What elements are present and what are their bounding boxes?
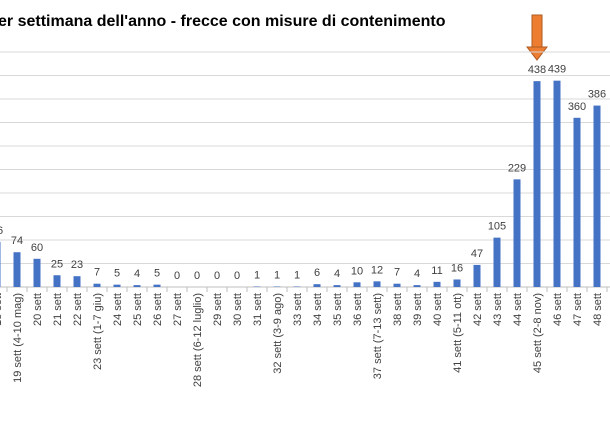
- x-tick-label: 24 sett: [112, 293, 124, 326]
- bar: [393, 283, 401, 287]
- value-label: 4: [334, 268, 340, 280]
- bar: [433, 281, 441, 287]
- x-tick-label: 32 sett (3-9 ago): [272, 293, 284, 374]
- bar: [113, 284, 121, 287]
- x-tick-label: 37 sett (7-13 sett): [372, 293, 384, 379]
- bar: [133, 285, 141, 287]
- value-label: 7: [94, 267, 100, 279]
- x-tick-label: 33 sett: [292, 293, 304, 326]
- value-label: 1: [254, 270, 260, 282]
- arrow: [525, 14, 549, 61]
- x-tick-label: 25 sett: [132, 293, 144, 326]
- bar: [153, 284, 161, 287]
- x-tick-label: 18 sett: [0, 293, 4, 326]
- bar: [413, 285, 421, 287]
- value-label: 10: [351, 265, 363, 277]
- bar: [53, 275, 61, 287]
- bar: [333, 285, 341, 287]
- x-tick-label: 21 sett: [52, 293, 64, 326]
- value-label: 16: [451, 262, 463, 274]
- value-label: 386: [588, 89, 606, 101]
- bar: [473, 264, 481, 287]
- x-tick-label: 44 sett: [512, 293, 524, 326]
- x-tick-label: 35 sett: [332, 293, 344, 326]
- x-tick-label: 38 sett: [392, 293, 404, 326]
- value-label: 7: [394, 267, 400, 279]
- value-label: 23: [71, 259, 83, 271]
- x-tick-label: 46 sett: [552, 293, 564, 326]
- x-tick-label: 43 sett: [492, 293, 504, 326]
- value-label: 105: [488, 221, 506, 233]
- value-label: 0: [174, 270, 180, 282]
- x-tick-label: 30 sett: [232, 293, 244, 326]
- bar: [453, 279, 461, 287]
- value-label: 5: [114, 268, 120, 280]
- value-label: 47: [471, 248, 483, 260]
- x-tick-label: 47 sett: [572, 293, 584, 326]
- bar: [533, 81, 541, 287]
- x-tick-label: 41 sett (5-11 ott): [452, 293, 464, 373]
- x-tick-label: 20 sett: [32, 293, 44, 326]
- bar: [13, 252, 21, 287]
- value-label: 60: [31, 242, 43, 254]
- value-label: 0: [214, 270, 220, 282]
- value-label: 0: [234, 270, 240, 282]
- bar: [373, 281, 381, 287]
- value-label: 1: [274, 270, 280, 282]
- bar: [313, 284, 321, 287]
- value-label: 6: [314, 267, 320, 279]
- value-label: 12: [371, 264, 383, 276]
- value-label: 74: [11, 235, 23, 247]
- x-tick-label: 40 sett: [432, 293, 444, 326]
- bar: [33, 258, 41, 287]
- value-label: 438: [528, 64, 546, 76]
- bar: [513, 179, 521, 287]
- bar: [573, 117, 581, 287]
- x-tick-label: 31 sett: [252, 293, 264, 326]
- x-tick-label: 29 sett: [212, 293, 224, 326]
- value-label: 11: [431, 265, 442, 277]
- bar: [73, 276, 81, 287]
- x-tick-label: 36 sett: [352, 293, 364, 326]
- value-label: 4: [134, 268, 140, 280]
- bar: [493, 237, 501, 287]
- value-label: 5: [154, 268, 160, 280]
- x-tick-label: 34 sett: [312, 293, 324, 326]
- x-tick-label: 19 sett (4-10 mag): [12, 293, 24, 383]
- bar: [93, 283, 101, 287]
- value-label: 4: [414, 268, 420, 280]
- value-label: 0: [194, 270, 200, 282]
- value-label: 96: [0, 225, 3, 237]
- bar: [553, 80, 561, 287]
- bar: [593, 105, 601, 287]
- x-tick-label: 39 sett: [412, 293, 424, 326]
- x-tick-label: 27 sett: [172, 293, 184, 326]
- value-label: 229: [508, 162, 526, 174]
- value-label: 439: [548, 64, 566, 76]
- x-tick-label: 23 sett (1-7 giu): [92, 293, 104, 370]
- chart-title: er settimana dell'anno - frecce con misu…: [0, 13, 446, 30]
- x-tick-label: 42 sett: [472, 293, 484, 326]
- value-label: 360: [568, 101, 586, 113]
- x-tick-label: 45 sett (2-8 nov): [532, 293, 544, 373]
- value-label: 25: [51, 258, 63, 270]
- bar: [0, 241, 1, 287]
- x-tick-label: 22 sett: [72, 293, 84, 326]
- value-label: 1: [294, 270, 300, 282]
- bar: [353, 282, 361, 287]
- x-tick-label: 26 sett: [152, 293, 164, 326]
- x-tick-label: 28 sett (6-12 luglio): [192, 293, 204, 387]
- x-tick-label: 48 sett: [592, 293, 604, 326]
